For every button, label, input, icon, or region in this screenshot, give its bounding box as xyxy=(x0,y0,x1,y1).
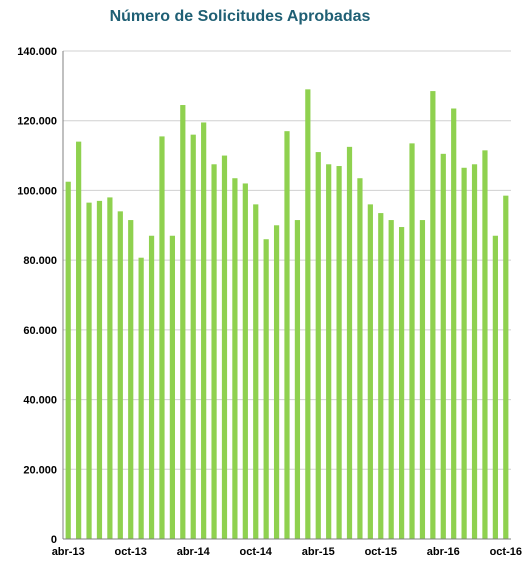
bar-nov-13 xyxy=(138,257,144,539)
bar-may-14 xyxy=(201,122,207,539)
bar-dic-14 xyxy=(273,225,280,540)
bar-jul-15 xyxy=(346,146,353,539)
bar-abr-15 xyxy=(315,152,321,540)
bar-nov-15 xyxy=(388,220,394,540)
x-tick-label: oct-13 xyxy=(115,546,147,558)
bar-feb-16 xyxy=(419,220,426,540)
bar-oct-16 xyxy=(503,195,509,539)
y-tick-label: 60.000 xyxy=(23,325,57,337)
y-tick-label: 40.000 xyxy=(23,395,57,407)
bar-oct-15 xyxy=(378,213,384,540)
bar-jun-14 xyxy=(211,164,217,540)
bar-oct-14 xyxy=(253,204,259,539)
bar-ago-14 xyxy=(232,178,238,539)
y-tick-label: 80.000 xyxy=(23,255,57,267)
y-tick-label: 0 xyxy=(51,534,57,546)
axes xyxy=(62,51,511,540)
bar-abr-14 xyxy=(190,134,196,539)
x-tick-label: oct-16 xyxy=(490,546,522,558)
bar-ago-15 xyxy=(357,178,363,539)
bar-ene-15 xyxy=(284,131,290,539)
bars xyxy=(65,89,509,540)
y-tick-label: 100.000 xyxy=(17,185,57,197)
bar-jul-16 xyxy=(471,164,478,540)
bar-dic-13 xyxy=(148,235,155,539)
bar-ago-13 xyxy=(107,197,113,539)
x-tick-label: abr-16 xyxy=(427,546,460,558)
bar-mar-16 xyxy=(430,91,436,539)
bar-ene-16 xyxy=(409,143,415,539)
bar-jun-13 xyxy=(86,202,92,539)
bar-dic-15 xyxy=(399,227,405,539)
bar-nov-14 xyxy=(263,239,269,539)
bar-ago-16 xyxy=(482,150,488,540)
bar-jul-14 xyxy=(221,155,228,540)
x-tick-label: abr-13 xyxy=(52,546,85,558)
y-tick-label: 20.000 xyxy=(23,464,57,476)
bar-mar-15 xyxy=(305,89,311,539)
bar-jun-15 xyxy=(336,166,342,539)
bar-may-15 xyxy=(326,164,332,540)
y-tick-label: 140.000 xyxy=(17,46,57,58)
bar-abr-13 xyxy=(65,181,71,539)
bar-oct-13 xyxy=(128,220,134,540)
bar-may-16 xyxy=(451,108,457,539)
x-tick-label: oct-15 xyxy=(365,546,397,558)
bar-sep-14 xyxy=(242,183,248,539)
bar-jun-16 xyxy=(461,167,467,539)
bar-mar-14 xyxy=(180,105,186,540)
x-tick-label: abr-14 xyxy=(177,546,211,558)
bar-feb-14 xyxy=(169,235,175,539)
bar-may-13 xyxy=(76,141,82,539)
y-tick-label: 120.000 xyxy=(17,116,57,128)
bar-sep-16 xyxy=(492,235,498,539)
x-tick-label: oct-14 xyxy=(240,546,273,558)
x-axis-ticks: abr-13 oct-13 abr-14 oct-14 abr-15 oct-15 abr-… xyxy=(52,546,522,558)
bar-sep-13 xyxy=(117,211,123,540)
bar-feb-15 xyxy=(294,220,301,540)
chart-title: Número de Solicitudes Aprobadas xyxy=(109,8,371,25)
bar-jul-13 xyxy=(96,200,103,539)
y-axis-ticks: 0 20.000 40.000 60.000 80.000 100.000 120.000 1… xyxy=(17,46,57,546)
bar-sep-15 xyxy=(367,204,373,539)
bar-ene-14 xyxy=(159,136,165,539)
x-tick-label: abr-15 xyxy=(302,546,335,558)
bar-abr-16 xyxy=(440,153,446,540)
